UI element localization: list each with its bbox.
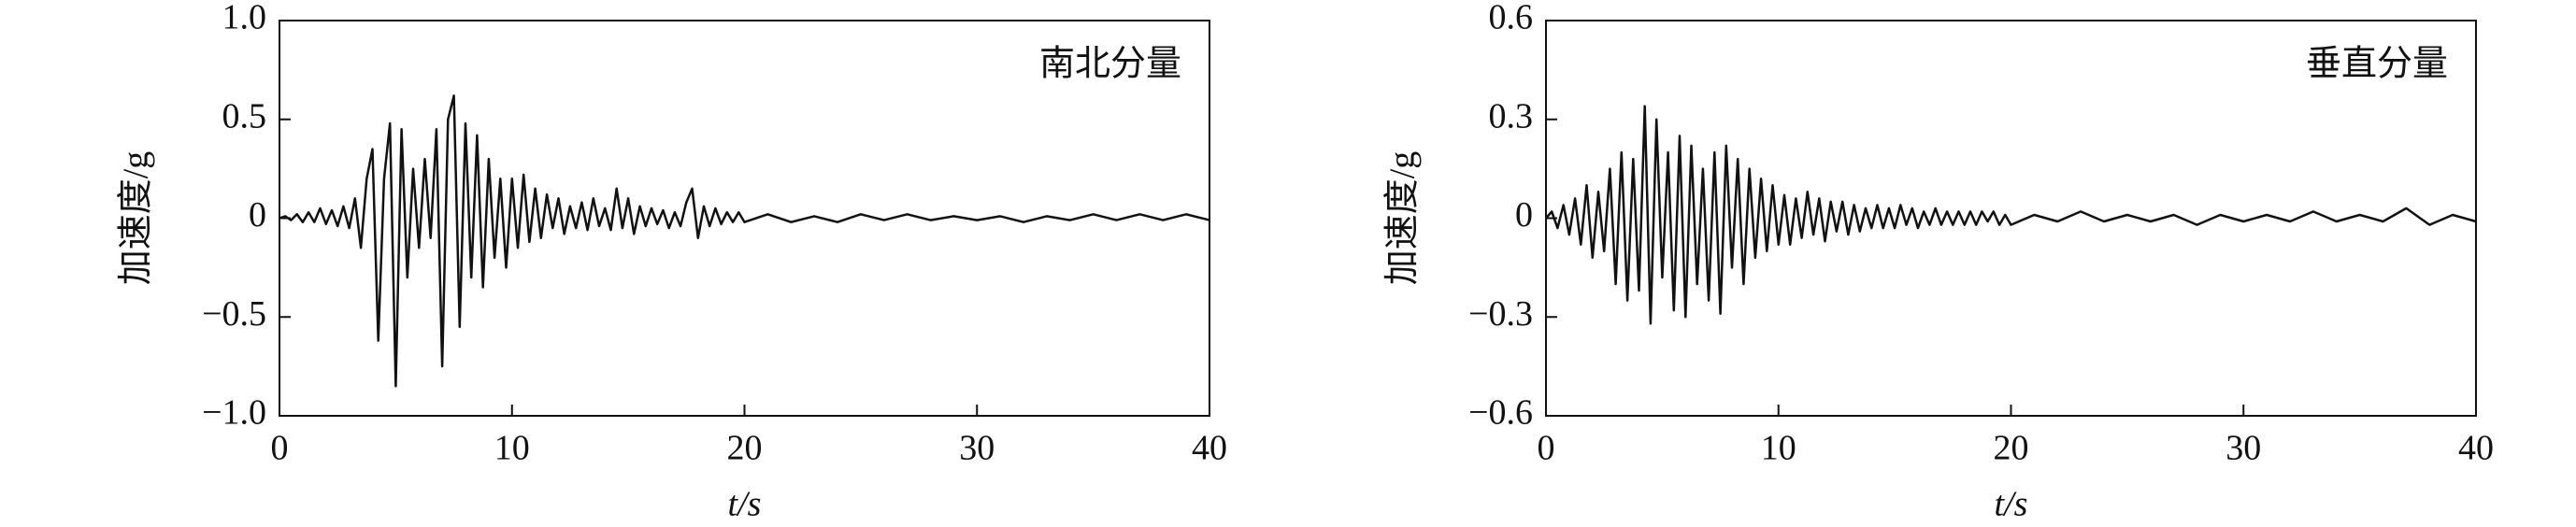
- annotation: 垂直分量: [2306, 45, 2448, 84]
- y-tick-label: 0.6: [1489, 0, 1534, 37]
- x-axis-label: t/s: [1995, 485, 2028, 524]
- x-tick-label: 0: [271, 429, 289, 468]
- y-tick-label: −0.6: [1468, 393, 1533, 433]
- y-tick-label: 0.5: [222, 96, 267, 135]
- waveform: [279, 94, 1210, 388]
- annotation: 南北分量: [1039, 45, 1181, 84]
- waveform: [1545, 105, 2477, 325]
- y-tick-label: −0.5: [202, 294, 266, 334]
- y-tick-label: 1.0: [222, 0, 267, 37]
- y-tick-label: 0.3: [1489, 96, 1534, 135]
- y-tick-label: 0: [249, 195, 266, 235]
- y-tick-label: −1.0: [202, 393, 266, 433]
- y-tick-label: −0.3: [1468, 294, 1533, 334]
- x-tick-label: 20: [1994, 429, 2029, 468]
- x-tick-label: 0: [1538, 429, 1555, 468]
- x-tick-label: 10: [1761, 429, 1796, 468]
- x-axis-label: t/s: [728, 485, 762, 524]
- y-tick-label: 0: [1515, 195, 1533, 235]
- x-tick-label: 40: [1192, 429, 1227, 468]
- x-tick-label: 10: [494, 429, 530, 468]
- x-tick-label: 40: [2458, 429, 2494, 468]
- x-tick-label: 30: [959, 429, 995, 468]
- y-axis-label: 加速度/g: [117, 151, 156, 286]
- y-axis-label: 加速度/g: [1383, 151, 1423, 286]
- x-tick-label: 20: [727, 429, 763, 468]
- x-tick-label: 30: [2225, 429, 2261, 468]
